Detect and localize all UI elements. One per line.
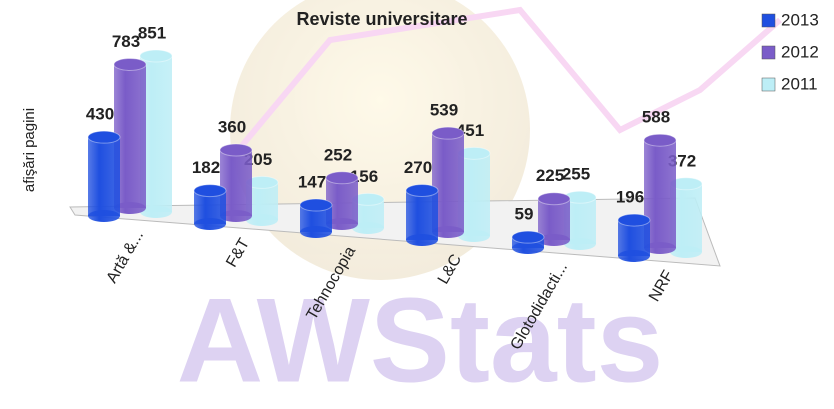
data-label: 430 bbox=[86, 105, 114, 124]
chart-title: Reviste universitare bbox=[296, 9, 467, 29]
legend: 2013 2012 2011 bbox=[762, 10, 819, 93]
x-tick-label: F&T bbox=[223, 235, 253, 270]
bar bbox=[194, 185, 226, 230]
bar-top bbox=[114, 58, 146, 70]
data-label: 225 bbox=[536, 166, 564, 185]
data-label: 783 bbox=[112, 32, 140, 51]
bar-top bbox=[618, 214, 650, 226]
bar-top bbox=[432, 127, 464, 139]
legend-swatch bbox=[762, 46, 775, 59]
data-label: 588 bbox=[642, 108, 670, 127]
bar bbox=[300, 199, 332, 238]
legend-label: 2013 bbox=[781, 10, 819, 29]
bar-top bbox=[326, 172, 358, 184]
legend-swatch bbox=[762, 78, 775, 91]
bar-top bbox=[220, 144, 252, 156]
bar-top bbox=[194, 185, 226, 197]
bar bbox=[512, 231, 544, 254]
bar-body bbox=[88, 137, 120, 216]
bar-top bbox=[512, 231, 544, 243]
legend-label: 2011 bbox=[781, 74, 818, 93]
bar bbox=[618, 214, 650, 262]
y-axis-label: afişări pagini bbox=[21, 108, 38, 192]
legend-swatch bbox=[762, 14, 775, 27]
data-label: 270 bbox=[404, 158, 432, 177]
bar-top bbox=[140, 50, 172, 62]
bar-top bbox=[300, 199, 332, 211]
bar-top bbox=[538, 193, 570, 205]
bar-body bbox=[406, 191, 438, 241]
data-label: 252 bbox=[324, 145, 352, 164]
bar-top bbox=[406, 185, 438, 197]
bar bbox=[88, 131, 120, 222]
watermark-text: AWStats bbox=[177, 274, 664, 408]
data-label: 59 bbox=[515, 205, 534, 224]
data-label: 255 bbox=[562, 165, 590, 184]
legend-label: 2012 bbox=[781, 42, 819, 61]
bar bbox=[406, 185, 438, 247]
data-label: 196 bbox=[616, 188, 644, 207]
data-label: 851 bbox=[138, 23, 166, 42]
chart: AWStats Reviste universitare afişări pag… bbox=[0, 0, 834, 409]
data-label: 539 bbox=[430, 101, 458, 120]
bar-top bbox=[88, 131, 120, 143]
data-label: 147 bbox=[298, 173, 326, 192]
x-tick-label: Artă &... bbox=[103, 228, 147, 287]
data-label: 360 bbox=[218, 117, 246, 136]
data-label: 182 bbox=[192, 158, 220, 177]
bar-top bbox=[644, 134, 676, 146]
